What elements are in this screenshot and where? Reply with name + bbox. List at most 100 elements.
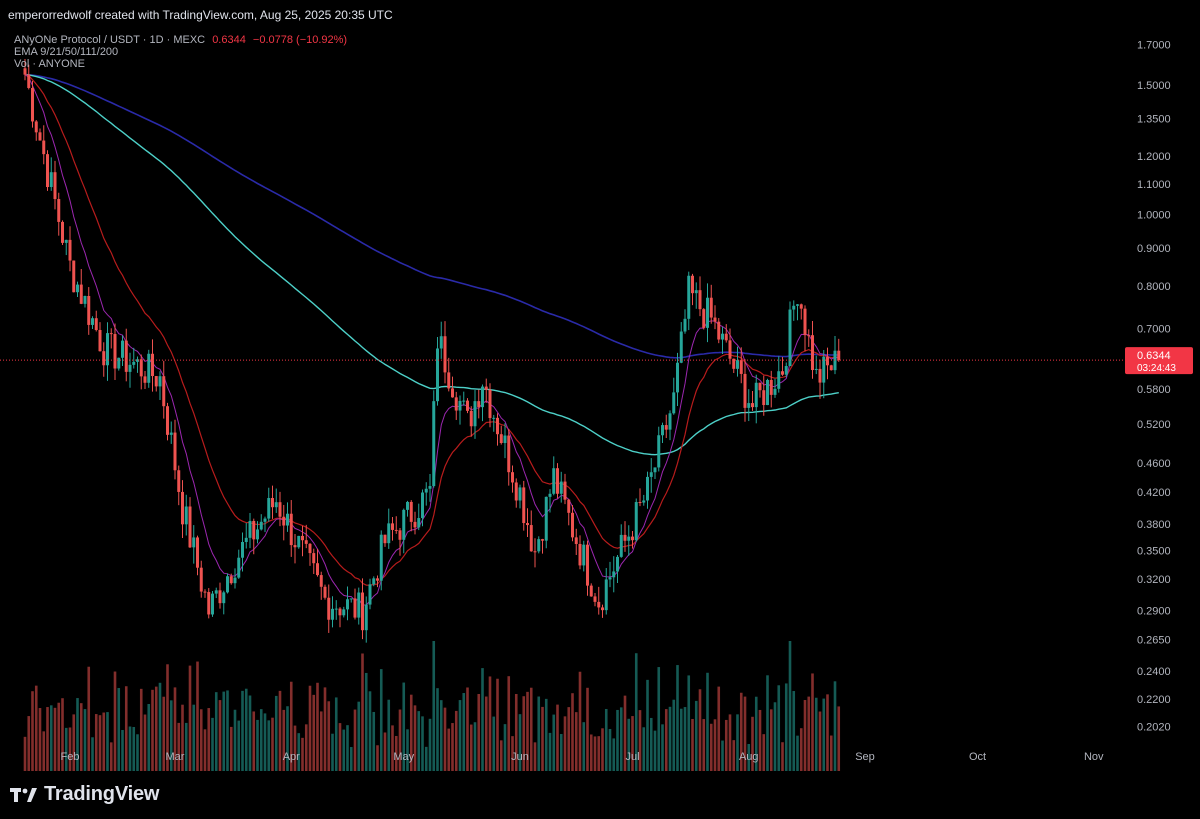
volume-bar <box>462 693 466 771</box>
volume-bar <box>578 671 582 771</box>
candle-body <box>364 604 368 631</box>
volume-bar <box>601 728 604 771</box>
candle-body <box>676 362 679 393</box>
candle-body <box>241 542 244 558</box>
candle-body <box>331 608 334 620</box>
candle-body <box>128 364 132 372</box>
candle-body <box>316 563 319 576</box>
candle-body <box>432 401 436 487</box>
candle-body <box>334 608 338 610</box>
volume-bar <box>72 714 76 771</box>
candle-body <box>76 284 79 293</box>
volume-bar <box>481 668 484 771</box>
volume-bar <box>469 724 473 771</box>
volume-bar <box>94 714 98 771</box>
brand-footer: TradingView <box>10 783 159 806</box>
volume-bar <box>327 701 331 771</box>
volume-bar <box>128 726 132 771</box>
volume-bar <box>413 705 417 771</box>
candle-body <box>274 502 278 508</box>
candle-body <box>548 493 552 497</box>
volume-bar <box>529 687 533 771</box>
candle-body <box>529 525 533 552</box>
y-tick-label: 0.3200 <box>1137 574 1171 586</box>
volume-bar <box>87 666 91 771</box>
candle-body <box>203 591 207 593</box>
candle-body <box>244 537 248 543</box>
candle-body <box>308 543 312 554</box>
volume-bar <box>646 679 649 771</box>
candle-body <box>207 592 211 615</box>
volume-bar <box>627 718 631 771</box>
x-tick-label: May <box>393 751 414 763</box>
candle-body <box>346 599 349 610</box>
volume-bar <box>312 694 316 771</box>
volume-bar <box>436 688 439 771</box>
volume-bar <box>777 685 781 771</box>
volume-bar <box>533 742 537 771</box>
candle-body <box>706 297 709 328</box>
candle-body <box>424 488 428 493</box>
volume-bar <box>173 687 177 771</box>
last-price-label: 0.6344 <box>1137 350 1171 362</box>
candle-body <box>492 417 496 419</box>
candle-body <box>514 482 518 501</box>
volume-bar <box>803 700 807 771</box>
y-tick-label: 0.2400 <box>1137 666 1171 678</box>
candle-body <box>199 567 203 592</box>
candle-body <box>511 472 514 483</box>
candle-body <box>837 350 841 361</box>
volume-bar <box>492 716 496 771</box>
volume-bar <box>61 698 64 771</box>
volume-bar <box>323 687 327 771</box>
volume-bar <box>811 673 814 771</box>
candle-body <box>499 434 503 444</box>
volume-bar <box>27 716 31 771</box>
volume-bar <box>117 688 121 771</box>
candle-body <box>91 318 94 325</box>
volume-bar <box>668 706 672 771</box>
candle-body <box>803 308 807 336</box>
candle-body <box>593 596 597 602</box>
price-chart[interactable]: 1.7000 1.5000 1.3500 1.2000 1.1000 1.0000 0.90… <box>0 26 1200 775</box>
y-tick-label: 0.3800 <box>1137 519 1171 531</box>
y-tick-label: 1.0000 <box>1137 210 1171 222</box>
volume-bar <box>121 729 124 771</box>
chart-panel[interactable]: 1.7000 1.5000 1.3500 1.2000 1.1000 1.0000 0.90… <box>0 26 1200 775</box>
volume-bar <box>83 709 87 771</box>
candle-body <box>796 304 799 306</box>
volume-bar <box>664 709 668 771</box>
volume-bar <box>226 690 229 771</box>
candle-body <box>526 523 529 526</box>
volume-bar <box>526 691 529 771</box>
volume-bar <box>394 735 398 771</box>
candle-body <box>259 521 263 530</box>
candle-body <box>214 590 218 594</box>
candle-body <box>304 540 308 544</box>
volume-bar <box>398 709 402 771</box>
candle-body <box>301 535 304 541</box>
volume-bar <box>672 699 676 771</box>
candle-body <box>589 585 593 597</box>
candle-body <box>762 390 766 406</box>
volume-bar <box>814 697 818 771</box>
candle-body <box>31 87 34 122</box>
volume-bar <box>563 716 567 771</box>
candle-body <box>713 317 717 322</box>
candle-body <box>372 578 376 585</box>
volume-bar <box>42 731 46 771</box>
candle-body <box>181 491 184 525</box>
volume-bar <box>796 735 799 771</box>
candle-body <box>34 121 38 133</box>
volume-bar <box>286 706 289 771</box>
volume-bar <box>383 732 387 771</box>
volume-bar <box>282 709 286 771</box>
candle-body <box>94 318 98 331</box>
candle-body <box>289 513 293 546</box>
chart-attribution: emperorredwolf created with TradingView.… <box>8 8 393 22</box>
volume-bar <box>514 693 518 771</box>
candle-body <box>421 492 424 519</box>
volume-bar <box>597 736 601 771</box>
candle-body <box>113 334 117 369</box>
candle-body <box>747 403 751 408</box>
